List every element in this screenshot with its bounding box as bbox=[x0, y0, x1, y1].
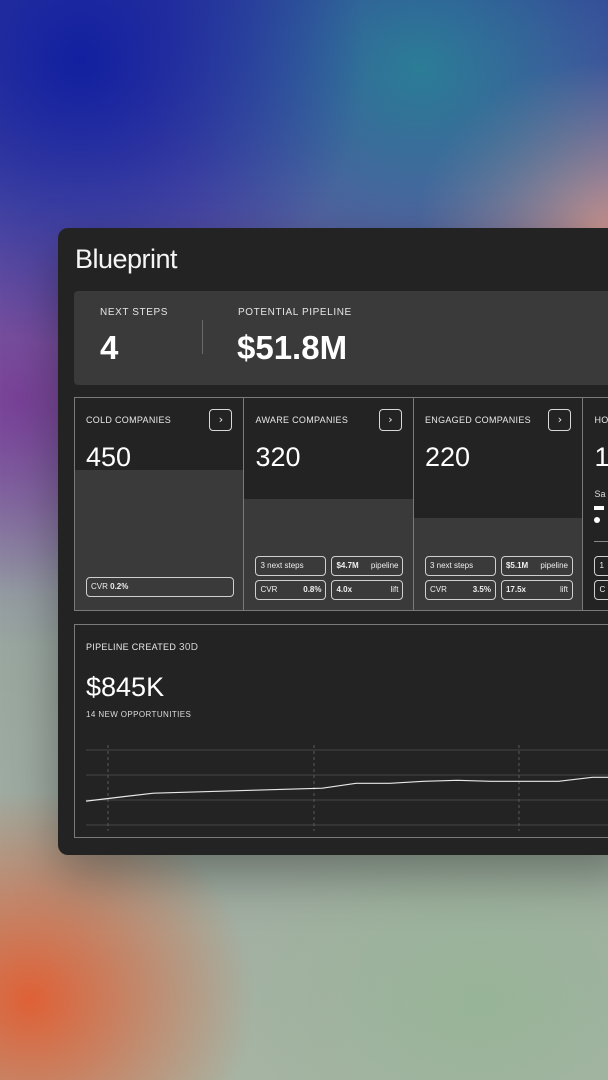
cvr-pill: CVR 3.5% bbox=[424, 580, 496, 600]
card-sub-label: Sa bbox=[594, 489, 606, 499]
cvr-pill: CVR 0.8% bbox=[255, 580, 327, 600]
card-aware-companies[interactable]: AWARE COMPANIES › 320 3 next steps $4.7M… bbox=[244, 398, 414, 610]
app-title: Blueprint bbox=[75, 244, 178, 274]
lift-pill: 17.5x lift bbox=[500, 580, 573, 600]
summary-divider bbox=[202, 320, 203, 354]
blueprint-window: Blueprint NEXT STEPS 4 POTENTIAL PIPELIN… bbox=[58, 228, 608, 855]
cvr-value: 0.8% bbox=[303, 585, 322, 594]
lift-label: lift bbox=[390, 585, 399, 594]
card-partial[interactable]: HO 1 Sa 1 C bbox=[583, 398, 608, 610]
lift-label: lift bbox=[559, 585, 568, 594]
card-cold-companies[interactable]: COLD COMPANIES › 450 CVR 0.2% bbox=[75, 398, 245, 610]
card-value: 320 bbox=[255, 442, 301, 472]
cvr-value: 0.2% bbox=[110, 582, 129, 591]
pipeline-series-line bbox=[86, 776, 608, 802]
next-steps-text: 3 next steps bbox=[260, 561, 304, 570]
cvr-label: CVR bbox=[429, 585, 447, 594]
pipeline-label: pipeline bbox=[540, 561, 568, 570]
card-divider bbox=[594, 541, 608, 542]
potential-pipeline-value: $51.8M bbox=[237, 329, 348, 366]
cvr-value: 3.5% bbox=[472, 585, 491, 594]
lift-value: 4.0x bbox=[336, 585, 353, 594]
next-steps-pill[interactable]: 3 next steps bbox=[255, 556, 327, 576]
partial-pill: 1 bbox=[594, 556, 608, 576]
pipeline-created-period: 30D bbox=[178, 642, 199, 653]
card-label: AWARE COMPANIES bbox=[255, 415, 349, 425]
pipeline-created-subtitle: 14 NEW OPPORTUNITIES bbox=[86, 710, 192, 719]
chevron-right-icon[interactable]: › bbox=[209, 409, 233, 431]
card-value: 1 bbox=[594, 442, 608, 472]
card-fill-area bbox=[75, 398, 244, 470]
card-dot-mark bbox=[594, 517, 601, 523]
pipeline-pill: $4.7M pipeline bbox=[331, 556, 404, 576]
pipeline-created-panel: PIPELINE CREATED 30D $845K 14 NEW OPPORT… bbox=[74, 624, 608, 838]
pipeline-value: $4.7M bbox=[336, 561, 359, 570]
partial-pill: C bbox=[594, 580, 608, 600]
card-label: COLD COMPANIES bbox=[86, 415, 172, 425]
partial-pill-text: 1 bbox=[599, 561, 604, 570]
potential-pipeline-label: POTENTIAL PIPELINE bbox=[238, 307, 352, 318]
pipeline-created-title: PIPELINE CREATED bbox=[86, 642, 177, 652]
chevron-right-icon[interactable]: › bbox=[548, 409, 572, 431]
chevron-right-icon[interactable]: › bbox=[378, 409, 402, 431]
pipeline-value: $5.1M bbox=[505, 561, 529, 570]
card-value: 220 bbox=[424, 442, 471, 472]
pipeline-pill: $5.1M pipeline bbox=[500, 556, 573, 576]
cvr-label: CVR bbox=[91, 582, 108, 591]
card-bar-mark bbox=[594, 506, 605, 510]
next-steps-value: 4 bbox=[100, 329, 119, 366]
partial-pill-text: C bbox=[599, 585, 606, 594]
summary-panel: NEXT STEPS 4 POTENTIAL PIPELINE $51.8M bbox=[74, 291, 608, 385]
card-label: HO bbox=[594, 415, 608, 425]
pipeline-label: pipeline bbox=[370, 561, 399, 570]
cvr-label: CVR bbox=[260, 585, 278, 594]
next-steps-label: NEXT STEPS bbox=[100, 307, 169, 318]
card-label: ENGAGED COMPANIES bbox=[424, 415, 531, 425]
card-value: 450 bbox=[86, 442, 132, 472]
pipeline-created-value: $845K bbox=[86, 672, 165, 702]
lift-value: 17.5x bbox=[505, 585, 526, 594]
funnel-cards: COLD COMPANIES › 450 CVR 0.2% AWARE COMP… bbox=[74, 397, 608, 611]
lift-pill: 4.0x lift bbox=[331, 580, 404, 600]
next-steps-text: 3 next steps bbox=[429, 561, 474, 570]
pipeline-created-label: PIPELINE CREATED 30D bbox=[86, 642, 198, 653]
cvr-pill: CVR 0.2% bbox=[86, 577, 234, 597]
next-steps-pill[interactable]: 3 next steps bbox=[424, 556, 496, 576]
card-fill-area bbox=[244, 398, 413, 499]
pipeline-line-chart bbox=[86, 745, 608, 831]
card-fill-area bbox=[413, 398, 583, 518]
card-engaged-companies[interactable]: ENGAGED COMPANIES › 220 3 next steps $5.… bbox=[413, 398, 584, 610]
